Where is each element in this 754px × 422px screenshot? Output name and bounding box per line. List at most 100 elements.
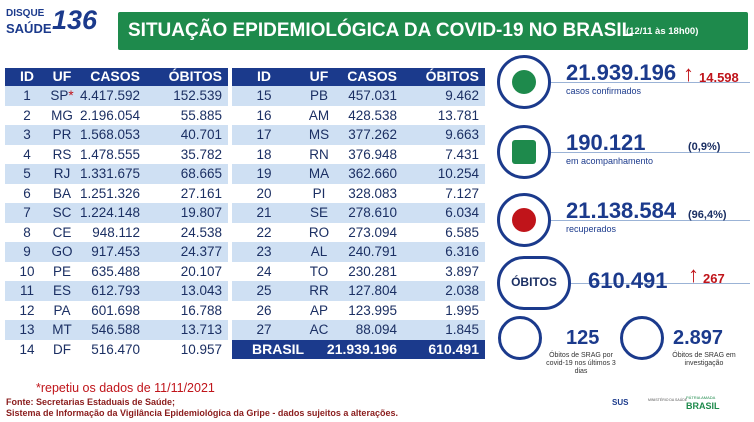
row-bg [232,242,485,262]
total-bg [232,339,485,359]
row-uf: SC [52,205,72,220]
row-bg [5,261,228,281]
row-cases: 123.995 [348,302,397,318]
row-bg [5,86,228,106]
column-header: ID [257,68,271,84]
row-cases: 428.538 [348,107,397,123]
srag-value: 125 [566,327,600,349]
row-bg [5,164,228,184]
row-cases: 1.251.326 [79,185,140,201]
row-cases: 1.478.555 [79,146,140,162]
icon-circle [620,316,664,360]
row-id: 22 [256,224,272,240]
row-id: 24 [256,263,272,279]
row-deaths: 9.663 [445,127,479,142]
row-deaths: 9.462 [445,88,479,103]
row-deaths: 24.538 [180,224,222,240]
row-id: 1 [23,88,31,103]
row-uf: PB [309,88,328,103]
note-mark: * [68,88,74,103]
row-bg [5,300,228,320]
row-bg [232,300,485,320]
row-bg [232,125,485,145]
row-cases: 328.083 [348,185,397,201]
row-uf: RN [309,146,329,162]
row-cases: 1.224.148 [79,205,140,220]
row-bg [5,281,228,301]
row-id: 5 [23,166,31,181]
column-header: CASOS [347,68,397,84]
row-id: 20 [256,185,272,201]
row-cases: 240.791 [348,244,397,259]
card-label: casos confirmados [566,86,642,96]
card-label: recuperados [566,224,617,234]
row-id: 7 [23,205,31,220]
row-uf: MT [52,322,72,337]
row-deaths: 16.788 [180,302,222,318]
row-cases: 516.470 [91,341,140,357]
row-bg [5,105,228,125]
logo-gov: BRASIL [686,401,720,411]
row-cases: 273.094 [348,224,397,240]
row-uf: GO [51,244,73,259]
row-bg [232,86,485,106]
row-cases: 1.331.675 [79,166,140,181]
row-deaths: 1.845 [445,322,479,337]
row-deaths: 10.957 [180,341,222,357]
row-bg [232,281,485,301]
icon [512,140,536,164]
row-bg [5,144,228,164]
row-id: 9 [23,244,31,259]
row-id: 6 [23,185,31,201]
card-value: 190.121 [566,130,646,155]
row-deaths: 40.701 [180,127,222,142]
row-deaths: 6.585 [445,224,479,240]
row-id: 18 [256,146,272,162]
row-bg [5,222,228,242]
row-id: 11 [19,283,34,298]
row-deaths: 7.127 [445,185,479,201]
row-uf: AM [308,107,330,123]
row-deaths: 2.038 [445,283,479,298]
logo-text: SAÚDE [6,21,52,36]
row-id: 17 [256,127,272,142]
row-deaths: 35.782 [180,146,222,162]
logo-gov: PÁTRIA AMADA [686,395,716,400]
logo-number: 136 [52,5,98,35]
icon [512,208,536,232]
column-header: ÓBITOS [425,68,479,84]
row-uf: TO [309,263,329,279]
row-uf: AP [309,302,328,318]
row-uf: SE [309,205,328,220]
row-uf: PR [52,127,72,142]
icon-circle [497,256,571,310]
row-uf: RS [52,146,72,162]
row-deaths: 3.897 [445,263,479,279]
row-cases: 546.588 [91,322,140,337]
row-cases: 917.453 [91,244,140,259]
row-uf: MS [308,127,330,142]
icon-circle [498,316,542,360]
row-uf: AC [309,322,329,337]
row-deaths: 27.161 [180,185,222,201]
row-id: 13 [19,322,35,337]
row-cases: 376.948 [348,146,397,162]
row-uf: CE [52,224,72,240]
row-deaths: 13.781 [437,107,479,123]
logo-sus: SUS [612,398,629,407]
row-cases: 948.112 [92,224,140,240]
column-header: UF [309,68,329,84]
row-bg [232,183,485,203]
row-bg [232,164,485,184]
row-bg [5,339,228,359]
column-header: CASOS [90,68,140,84]
row-uf: ES [52,283,71,298]
row-id: 23 [256,244,272,259]
total-deaths: 610.491 [428,340,479,357]
card-delta: 267 [703,271,725,286]
row-deaths: 10.254 [437,166,479,181]
row-uf: PI [312,185,326,201]
row-deaths: 68.665 [180,166,222,181]
